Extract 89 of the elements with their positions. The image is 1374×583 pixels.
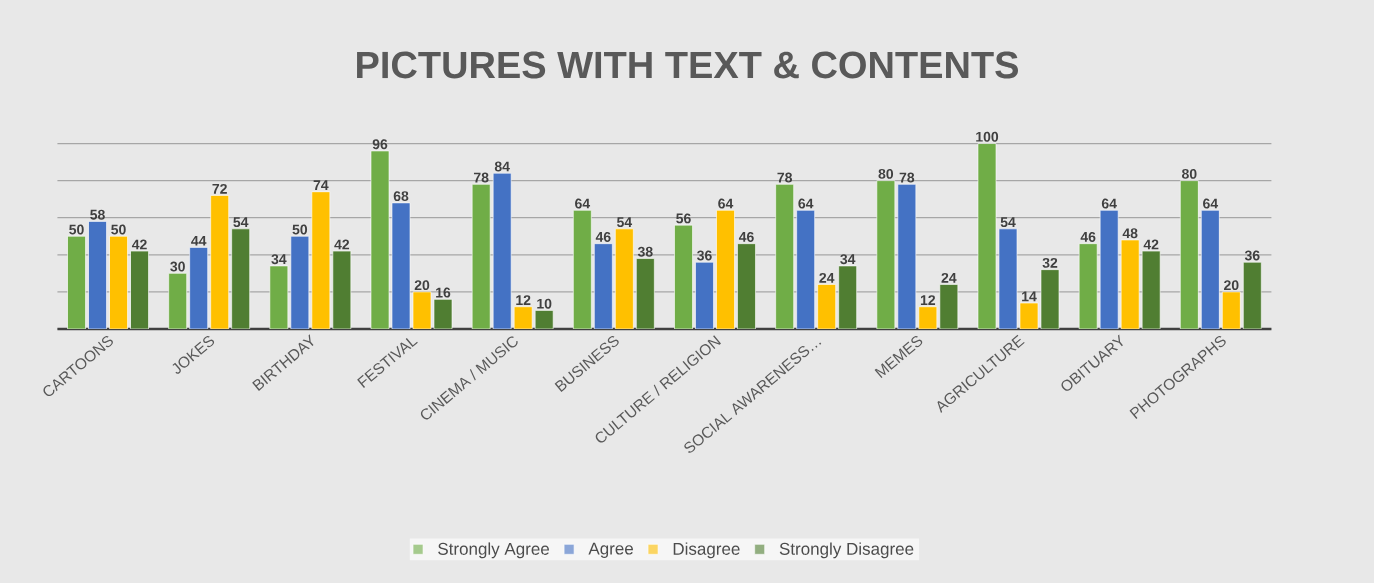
bar — [695, 261, 714, 329]
data-label: 64 — [1203, 198, 1219, 209]
data-label: 64 — [718, 198, 734, 209]
data-label: 54 — [1000, 217, 1016, 228]
bar — [1120, 239, 1140, 329]
data-label: 32 — [1042, 257, 1058, 268]
data-label: 34 — [271, 254, 287, 265]
data-label: 64 — [798, 198, 814, 209]
bar — [838, 265, 857, 329]
legend-label: Disagree — [673, 542, 740, 559]
bar — [1099, 210, 1119, 329]
data-label: 78 — [473, 172, 489, 183]
data-label: 56 — [676, 213, 691, 224]
data-label: 54 — [616, 217, 633, 228]
bar — [109, 235, 128, 329]
legend-label: Strongly Agree — [438, 542, 550, 559]
bar — [492, 172, 512, 329]
data-label: 50 — [111, 224, 126, 235]
bar — [615, 228, 634, 329]
data-label: 30 — [170, 261, 185, 272]
data-label: 50 — [69, 224, 84, 235]
bar — [1201, 210, 1220, 329]
bar — [290, 235, 310, 329]
bar — [1180, 180, 1199, 329]
bar — [1078, 243, 1098, 329]
data-label: 58 — [90, 209, 105, 220]
data-label: 38 — [637, 246, 653, 257]
bar — [168, 273, 187, 329]
data-label: 46 — [738, 231, 754, 242]
data-label: 48 — [1122, 228, 1138, 239]
data-label: 80 — [1181, 168, 1197, 179]
data-label: 74 — [313, 180, 329, 190]
chart-title: PICTURES WITH TEXT & CONTENTS — [357, 51, 1018, 79]
data-label: 96 — [372, 139, 388, 150]
data-label: 64 — [575, 198, 591, 209]
data-label: 16 — [436, 287, 451, 298]
bar — [130, 250, 149, 329]
data-label: 10 — [537, 298, 552, 309]
data-label: 50 — [292, 224, 308, 235]
bar — [88, 221, 107, 329]
bar — [897, 184, 917, 329]
data-label: 100 — [976, 131, 999, 142]
bar — [269, 265, 289, 329]
data-label: 20 — [1224, 280, 1239, 291]
bar — [876, 180, 896, 329]
bar — [939, 284, 959, 329]
data-label: 34 — [840, 254, 856, 265]
bar — [775, 184, 794, 329]
data-label: 12 — [516, 295, 531, 305]
data-label: 72 — [212, 183, 227, 194]
bar — [737, 243, 756, 329]
bar — [231, 228, 250, 329]
data-label: 36 — [697, 250, 712, 261]
legend-label: Strongly Disagree — [779, 542, 914, 559]
bar — [674, 224, 693, 329]
data-label: 46 — [1080, 231, 1096, 242]
legend-label: Agree — [588, 542, 633, 558]
bar — [636, 258, 655, 329]
bar — [210, 195, 229, 329]
bar — [594, 243, 613, 329]
bar — [67, 235, 86, 329]
data-label: 24 — [819, 272, 835, 283]
data-label: 68 — [393, 191, 409, 202]
data-label: 80 — [878, 168, 894, 179]
bar — [311, 191, 331, 329]
data-label: 44 — [191, 235, 207, 246]
data-label: 78 — [899, 172, 915, 183]
data-label: 54 — [233, 217, 249, 228]
data-label: 78 — [777, 172, 793, 183]
data-label: 42 — [334, 239, 350, 250]
bar — [332, 250, 352, 329]
data-label: 36 — [1244, 250, 1260, 261]
bar — [573, 210, 592, 329]
bar — [796, 210, 815, 329]
data-label: 12 — [920, 295, 936, 305]
bar — [1141, 250, 1161, 329]
bar — [817, 284, 836, 329]
data-label: 42 — [1143, 239, 1159, 250]
data-label: 84 — [494, 161, 510, 172]
data-label: 42 — [131, 239, 147, 250]
bar — [189, 247, 208, 329]
bar — [471, 184, 491, 329]
bar — [716, 210, 735, 329]
data-label: 64 — [1101, 198, 1117, 209]
data-label: 46 — [595, 231, 611, 242]
data-label: 14 — [1022, 291, 1037, 302]
data-label: 24 — [941, 272, 957, 283]
data-label: 20 — [414, 280, 430, 291]
bar — [1243, 261, 1262, 329]
